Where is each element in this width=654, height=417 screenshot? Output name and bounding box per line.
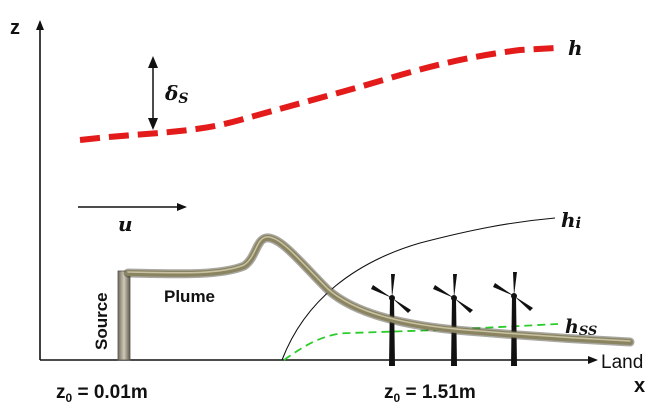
internal-boundary-label: hi <box>561 208 582 232</box>
source-stack: Source <box>92 270 131 361</box>
z-axis-label: z <box>10 17 20 39</box>
delta-s-arrow-bottom <box>148 118 158 130</box>
plume: Plume <box>123 233 635 347</box>
stable-layer-label: hSS <box>565 316 597 339</box>
sea-roughness-label: z0 = 0.01m <box>56 382 148 405</box>
internal-boundary-layer: hi <box>281 208 582 361</box>
boundary-layer-line <box>79 45 557 143</box>
delta-s-arrow-top <box>148 56 158 68</box>
delta-s-indicator: δS <box>148 56 188 130</box>
wind-label: u <box>118 212 133 236</box>
wind-turbine-icon <box>493 272 533 366</box>
internal-boundary-line <box>281 217 556 361</box>
delta-s-label: δS <box>164 81 188 107</box>
source-stack-body <box>117 270 131 361</box>
axes: z x Land <box>10 17 645 397</box>
plume-highlight <box>127 236 631 342</box>
roughness-labels: z0 = 0.01m z0 = 1.51m <box>56 382 476 405</box>
wind-indicator: u <box>78 203 187 236</box>
land-roughness-label: z0 = 1.51m <box>384 382 476 405</box>
land-label: Land <box>601 352 643 373</box>
plume-label: Plume <box>164 287 215 306</box>
boundary-layer: h <box>79 36 583 143</box>
source-label: Source <box>92 292 111 350</box>
boundary-layer-label: h <box>568 36 583 60</box>
wind-turbine-icon <box>371 274 411 366</box>
x-axis-label: x <box>634 375 645 397</box>
wind-turbine-icon <box>433 274 473 366</box>
